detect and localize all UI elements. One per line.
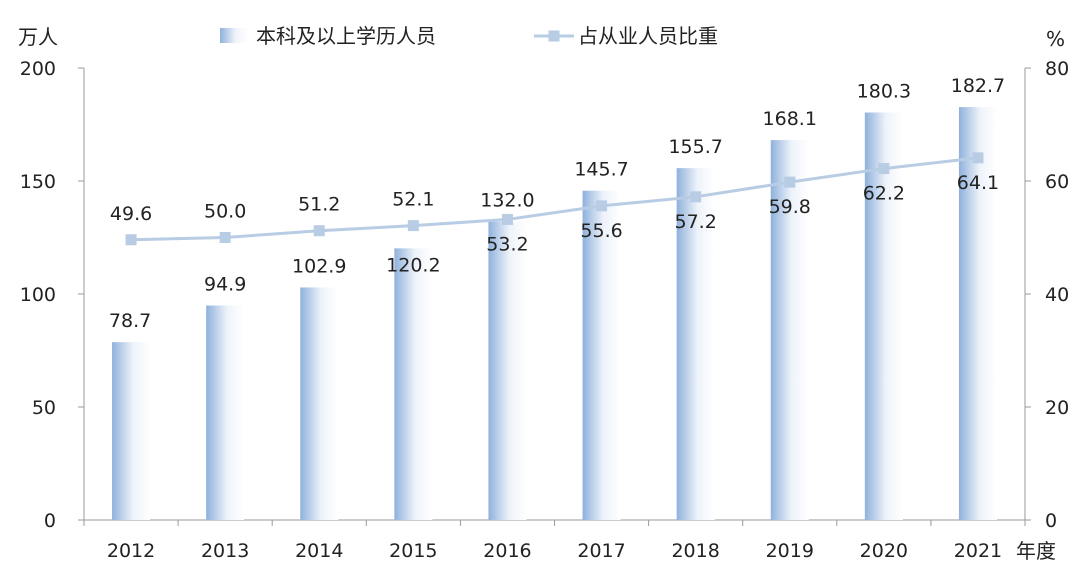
bar <box>394 248 433 520</box>
bar-value-label: 155.7 <box>668 136 722 158</box>
line-value-label: 57.2 <box>674 211 716 233</box>
line-value-label: 64.1 <box>957 172 999 194</box>
bar-value-label: 168.1 <box>763 108 817 130</box>
y-right-tick-label: 40 <box>1045 284 1069 306</box>
x-tick-label: 2012 <box>107 540 155 562</box>
line-path <box>131 156 979 242</box>
bar <box>206 305 245 520</box>
line-marker <box>878 163 890 175</box>
y-right-tick-label: 20 <box>1045 397 1069 419</box>
line-marker <box>596 200 608 212</box>
line-series <box>125 152 984 246</box>
bar-value-label: 132.0 <box>480 190 534 212</box>
line-value-label: 55.6 <box>580 220 622 242</box>
line-marker <box>125 234 137 246</box>
line-value-label: 51.2 <box>298 194 340 216</box>
y-left-tick-label: 200 <box>20 58 56 80</box>
line-marker <box>784 176 796 188</box>
bar <box>300 287 339 520</box>
line-value-label: 50.0 <box>204 201 246 223</box>
line-value-label: 49.6 <box>110 203 152 225</box>
bar <box>864 112 903 520</box>
y-right-tick-label: 0 <box>1045 510 1057 532</box>
x-tick-label: 2013 <box>201 540 249 562</box>
line-value-label: 52.1 <box>392 189 434 211</box>
y-left-tick-label: 50 <box>32 397 56 419</box>
line-marker <box>407 220 419 232</box>
line-value-label: 62.2 <box>863 183 905 205</box>
y-right-unit: % <box>1046 27 1065 51</box>
x-tick-label: 2014 <box>295 540 343 562</box>
y-right-tick-label: 60 <box>1045 171 1069 193</box>
line-value-label: 59.8 <box>769 196 811 218</box>
bar <box>582 190 621 520</box>
line-marker <box>219 232 231 243</box>
legend: 本科及以上学历人员 占从业人员比重 <box>220 24 718 48</box>
x-tick-label: 2019 <box>766 540 814 562</box>
legend-line-label: 占从业人员比重 <box>578 24 718 48</box>
bar-value-label: 145.7 <box>574 159 628 181</box>
y-left-unit: 万人 <box>18 25 58 49</box>
bar-value-label: 94.9 <box>204 274 246 296</box>
bar-value-label: 102.9 <box>292 255 346 277</box>
x-tick-label: 2020 <box>860 540 908 562</box>
data-labels: 78.7 94.9 102.9 120.2 132.0 145.7 155.7 168.1 18… <box>109 75 1005 332</box>
line-marker <box>501 213 513 225</box>
x-tick-label: 2015 <box>389 540 437 562</box>
bar-value-label: 78.7 <box>109 310 151 332</box>
y-right-tick-label: 80 <box>1045 58 1069 80</box>
x-tick-label: 2021 <box>954 540 1002 562</box>
y-left-tick-label: 150 <box>20 171 56 193</box>
line-marker <box>313 225 325 237</box>
bar-value-label: 120.2 <box>386 254 440 276</box>
bar <box>958 107 997 521</box>
bar <box>770 140 809 520</box>
bar-value-label: 182.7 <box>951 75 1005 97</box>
legend-line-marker <box>548 30 560 42</box>
line-marker <box>972 152 984 164</box>
legend-bar-swatch <box>220 28 248 43</box>
x-tick-label: 2017 <box>577 540 625 562</box>
line-value-label: 53.2 <box>486 233 528 255</box>
x-unit: 年度 <box>1016 539 1056 563</box>
y-left-tick-label: 100 <box>20 284 56 306</box>
x-tick-label: 2018 <box>671 540 719 562</box>
x-tick-label: 2016 <box>483 540 531 562</box>
bar <box>676 168 715 521</box>
legend-bar-label: 本科及以上学历人员 <box>256 24 436 48</box>
bar <box>112 342 151 520</box>
bar <box>488 221 527 520</box>
bar-value-label: 180.3 <box>857 81 911 103</box>
bars <box>112 107 997 521</box>
y-left-tick-label: 0 <box>44 510 56 532</box>
line-marker <box>690 191 702 203</box>
axes: 0 50 100 150 200 0 20 40 60 80 2012 2013 2014 2015 201… <box>18 25 1069 563</box>
